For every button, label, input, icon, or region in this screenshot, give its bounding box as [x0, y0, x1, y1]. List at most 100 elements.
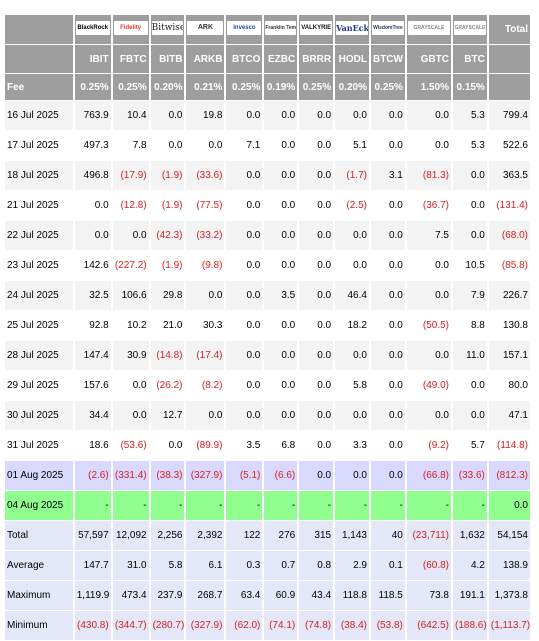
flow-value-cell: 5.1 [335, 131, 369, 160]
summary-row-minimum: Minimum (430.8) (344.7) (280.7) (327.9) (62.0… [5, 611, 530, 640]
summary-value-cell: 73.8 [406, 581, 451, 610]
flow-value-cell: 522.6 [488, 131, 530, 160]
flow-value-cell: 92.8 [74, 311, 111, 340]
summary-value-cell: 138.9 [488, 551, 530, 580]
row-date: 28 Jul 2025 [5, 341, 73, 370]
flow-value-cell: (227.2) [112, 251, 149, 280]
ticker-total-spacer [488, 45, 530, 73]
ticker-header-ibit: IBIT [74, 45, 111, 73]
flow-value-cell: 18.2 [335, 311, 369, 340]
flow-value-cell: (33.2) [186, 221, 225, 250]
flow-value-cell: 0.0 [335, 461, 369, 490]
fidelity-logo: Fidelity [113, 21, 148, 35]
summary-value-cell: 54,154 [488, 521, 530, 550]
flow-value-cell: 11.0 [452, 341, 487, 370]
fee-ibit: 0.25% [74, 74, 111, 100]
summary-value-cell: 43.4 [299, 581, 334, 610]
flow-value-cell: 0.0 [226, 281, 263, 310]
ticker-header-btco: BTCO [226, 45, 263, 73]
flow-value-cell: (17.4) [186, 341, 225, 370]
flow-value-cell: (131.4) [488, 191, 530, 220]
blackrock-logo-cell: BlackRock [74, 15, 111, 44]
summary-value-cell: 1,119.9 [74, 581, 111, 610]
flow-value-cell: 0.0 [406, 251, 451, 280]
summary-value-cell: 0.8 [299, 551, 334, 580]
flow-value-cell: 10.5 [452, 251, 487, 280]
row-date: 31 Jul 2025 [5, 431, 73, 460]
flow-value-cell: 5.7 [452, 431, 487, 460]
summary-value-cell: 1,632 [452, 521, 487, 550]
flow-value-cell: 5.3 [452, 101, 487, 130]
flow-value-cell: 497.3 [74, 131, 111, 160]
flow-value-cell: 0.0 [452, 221, 487, 250]
summary-value-cell: (23,711) [406, 521, 451, 550]
flow-value-cell: 0.0 [186, 401, 225, 430]
flow-value-cell: 0.0 [299, 131, 334, 160]
flow-value-cell: (327.9) [186, 461, 225, 490]
flow-value-cell: 0.0 [406, 101, 451, 130]
grayscale-mini-logo: GRAYSCALE [453, 21, 486, 35]
summary-value-cell: 276 [264, 521, 298, 550]
flow-value-cell: - [112, 491, 149, 520]
flow-value-cell: 3.3 [335, 431, 369, 460]
flow-value-cell: 80.0 [488, 371, 530, 400]
fee-label: Fee [5, 74, 73, 100]
row-date: 24 Jul 2025 [5, 281, 73, 310]
flow-value-cell: (81.3) [406, 161, 451, 190]
summary-value-cell: 118.5 [370, 581, 405, 610]
flow-value-cell: 3.5 [264, 281, 298, 310]
flow-value-cell: 0.0 [299, 371, 334, 400]
ticker-header-btcw: BTCW [370, 45, 405, 73]
flow-value-cell: 7.8 [112, 131, 149, 160]
flow-value-cell: (812.3) [488, 461, 530, 490]
summary-label: Minimum [5, 611, 73, 640]
ticker-header-hodl: HODL [335, 45, 369, 73]
flow-value-cell: 34.4 [74, 401, 111, 430]
flow-value-cell: 0.0 [226, 191, 263, 220]
flow-value-cell: (33.6) [186, 161, 225, 190]
flow-value-cell: 0.0 [452, 401, 487, 430]
flow-value-cell: 0.0 [112, 221, 149, 250]
flow-value-cell: 0.0 [299, 461, 334, 490]
row-date: 17 Jul 2025 [5, 131, 73, 160]
flow-value-cell: 0.0 [299, 191, 334, 220]
flow-value-cell: (14.8) [150, 341, 185, 370]
flow-value-cell: 30.3 [186, 311, 225, 340]
flow-value-cell: 0.0 [452, 161, 487, 190]
flow-value-cell: 29.8 [150, 281, 185, 310]
summary-value-cell: (430.8) [74, 611, 111, 640]
flow-value-cell: 0.0 [370, 191, 405, 220]
flow-value-cell: 0.0 [370, 341, 405, 370]
flow-value-cell: 0.0 [264, 161, 298, 190]
flow-value-cell: 12.7 [150, 401, 185, 430]
flow-value-cell: 0.0 [370, 461, 405, 490]
summary-value-cell: 2,256 [150, 521, 185, 550]
flow-value-cell: 0.0 [186, 131, 225, 160]
flow-value-cell: - [264, 491, 298, 520]
fee-bitb: 0.20% [150, 74, 185, 100]
flow-value-cell: 0.0 [112, 371, 149, 400]
flow-value-cell: 0.0 [226, 161, 263, 190]
flow-value-cell: 157.1 [488, 341, 530, 370]
flow-value-cell: 0.0 [226, 341, 263, 370]
flow-value-cell: 5.8 [335, 371, 369, 400]
summary-value-cell: 63.4 [226, 581, 263, 610]
flow-value-cell: 0.0 [299, 401, 334, 430]
table-row: 22 Jul 2025 0.0 0.0 (42.3) (33.2) 0.0 0.0 0.0 0.… [5, 221, 530, 250]
summary-value-cell: 40 [370, 521, 405, 550]
summary-value-cell: 31.0 [112, 551, 149, 580]
table-row: 16 Jul 2025 763.9 10.4 0.0 19.8 0.0 0.0 0.0 0.0 0… [5, 101, 530, 130]
row-date: 22 Jul 2025 [5, 221, 73, 250]
summary-value-cell: 0.7 [264, 551, 298, 580]
summary-value-cell: (60.8) [406, 551, 451, 580]
wisdomtree-logo-cell: WisdomTree [370, 15, 405, 44]
table-row: 25 Jul 2025 92.8 10.2 21.0 30.3 0.0 0.0 0.0 18.2… [5, 311, 530, 340]
row-date: 16 Jul 2025 [5, 101, 73, 130]
ticker-header-bitb: BITB [150, 45, 185, 73]
etf-flow-table-container: BlackRock Fidelity Bitwise ARK Invesco F… [5, 15, 530, 640]
flow-value-cell: 0.0 [452, 371, 487, 400]
flow-value-cell: (66.8) [406, 461, 451, 490]
flow-value-cell: (38.3) [150, 461, 185, 490]
summary-value-cell: 473.4 [112, 581, 149, 610]
flow-value-cell: 7.9 [452, 281, 487, 310]
